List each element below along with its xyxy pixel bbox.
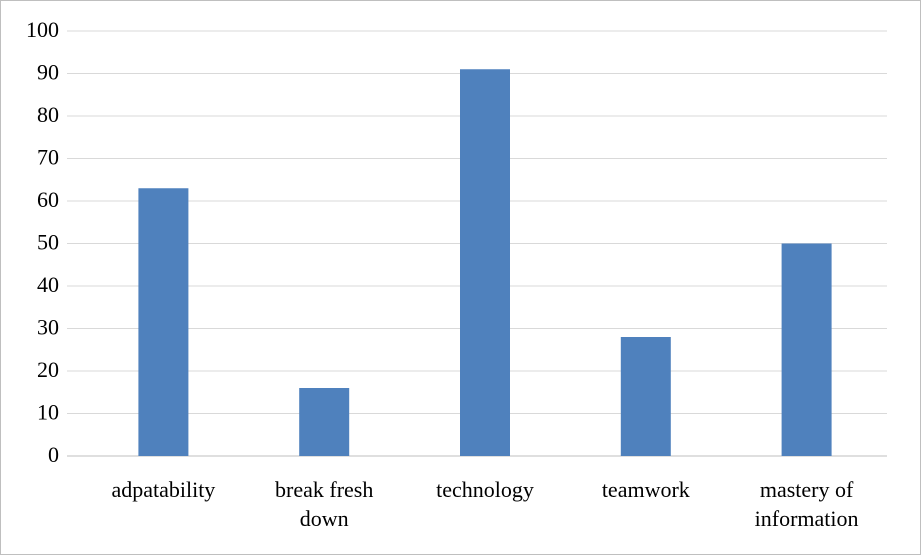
y-tick-label: 40: [37, 272, 59, 297]
y-tick-label: 100: [26, 17, 59, 42]
bar: [620, 337, 671, 456]
y-tick-label: 80: [37, 102, 59, 127]
x-tick-label: technology: [436, 477, 534, 502]
y-tick-label: 10: [37, 400, 59, 425]
y-tick-label: 0: [48, 442, 59, 467]
y-tick-label: 30: [37, 315, 59, 340]
y-tick-label: 90: [37, 60, 59, 85]
x-tick-label: teamwork: [601, 477, 690, 502]
y-tick-label: 60: [37, 187, 59, 212]
x-tick-label: mastery of information: [754, 477, 859, 531]
x-tick-label: break fresh down: [275, 477, 374, 531]
x-tick-label: adpatability: [111, 477, 216, 502]
bar: [138, 188, 189, 456]
bar: [781, 243, 832, 456]
y-tick-label: 20: [37, 357, 59, 382]
bar: [299, 388, 350, 456]
bar: [460, 69, 510, 456]
y-tick-label: 70: [37, 145, 59, 170]
y-tick-label: 50: [37, 230, 59, 255]
